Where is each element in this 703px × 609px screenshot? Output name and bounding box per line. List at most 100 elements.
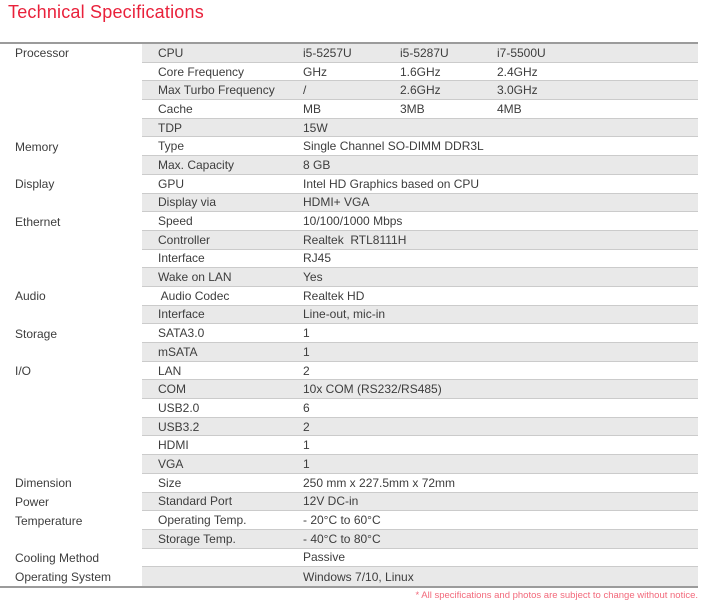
category-cell bbox=[0, 399, 142, 418]
table-row: HDMI 1 bbox=[0, 436, 698, 456]
table-row: Ethernet Speed 10/100/1000 Mbps bbox=[0, 212, 698, 231]
spec-cells: Interface Line-out, mic-in bbox=[142, 305, 698, 325]
spec-table: Processor CPU i5-5257U i5-5287U i7-5500U C… bbox=[0, 42, 698, 588]
table-row: Storage SATA3.0 1 bbox=[0, 324, 698, 343]
category-cell bbox=[0, 230, 142, 250]
spec-cells: Windows 7/10, Linux bbox=[142, 567, 698, 586]
category-cell bbox=[0, 62, 142, 82]
page-title: Technical Specifications bbox=[8, 2, 204, 22]
spec-cells: VGA 1 bbox=[142, 455, 698, 474]
category-cell bbox=[0, 156, 142, 175]
spec-cells: Type Single Channel SO-DIMM DDR3L bbox=[142, 137, 698, 157]
category-cell bbox=[0, 100, 142, 119]
table-row: Processor CPU i5-5257U i5-5287U i7-5500U bbox=[0, 44, 698, 63]
spec-value: - 20°C to 60°C bbox=[303, 513, 381, 528]
spec-label: USB2.0 bbox=[158, 400, 200, 415]
spec-label: Max. Capacity bbox=[158, 157, 235, 172]
spec-label: Max Turbo Frequency bbox=[158, 83, 275, 98]
spec-label: Core Frequency bbox=[158, 64, 245, 79]
table-row: Memory Type Single Channel SO-DIMM DDR3L bbox=[0, 137, 698, 157]
category-cell bbox=[0, 380, 142, 400]
spec-value: 2.6GHz bbox=[400, 83, 441, 98]
spec-value: - 40°C to 80°C bbox=[303, 531, 381, 546]
spec-value: 2 bbox=[303, 419, 310, 434]
spec-value: Line-out, mic-in bbox=[303, 307, 386, 322]
table-row: USB2.0 6 bbox=[0, 399, 698, 418]
spec-label: GPU bbox=[158, 176, 185, 191]
spec-cells: Interface RJ45 bbox=[142, 249, 698, 269]
spec-cells: SATA3.0 1 bbox=[142, 324, 698, 343]
spec-value: Yes bbox=[303, 270, 323, 285]
spec-label: Type bbox=[158, 139, 185, 154]
table-row: USB3.2 2 bbox=[0, 417, 698, 437]
category-cell bbox=[0, 417, 142, 437]
spec-value: MB bbox=[303, 101, 321, 116]
spec-value: GHz bbox=[303, 64, 327, 79]
table-row: Display via HDMI+ VGA bbox=[0, 193, 698, 213]
spec-label: Speed bbox=[158, 214, 193, 229]
spec-cells: Max. Capacity 8 GB bbox=[142, 156, 698, 175]
spec-value: i7-5500U bbox=[497, 45, 546, 60]
spec-value: 2 bbox=[303, 363, 310, 378]
spec-label: Operating Temp. bbox=[158, 513, 247, 528]
spec-cells: TDP 15W bbox=[142, 118, 698, 138]
spec-cells: Passive bbox=[142, 548, 698, 568]
spec-value: 3.0GHz bbox=[497, 83, 538, 98]
spec-cells: Max Turbo Frequency / 2.6GHz 3.0GHz bbox=[142, 81, 698, 101]
category-cell bbox=[0, 268, 142, 287]
spec-value: 1 bbox=[303, 438, 310, 453]
spec-label: USB3.2 bbox=[158, 419, 200, 434]
category-cell: Memory bbox=[0, 137, 142, 157]
table-row: Controller Realtek RTL8111H bbox=[0, 230, 698, 250]
table-row: Power Standard Port 12V DC-in bbox=[0, 492, 698, 512]
spec-cells: Wake on LAN Yes bbox=[142, 268, 698, 287]
table-row: Interface RJ45 bbox=[0, 249, 698, 269]
spec-value: 4MB bbox=[497, 101, 522, 116]
category-cell bbox=[0, 343, 142, 362]
category-cell: Ethernet bbox=[0, 212, 142, 231]
spec-value: i5-5287U bbox=[400, 45, 449, 60]
spec-cells: GPU Intel HD Graphics based on CPU bbox=[142, 174, 698, 194]
spec-label: Controller bbox=[158, 232, 211, 247]
spec-label: LAN bbox=[158, 363, 182, 378]
spec-cells: Storage Temp. - 40°C to 80°C bbox=[142, 529, 698, 549]
table-row: TDP 15W bbox=[0, 118, 698, 138]
spec-label: CPU bbox=[158, 45, 184, 60]
spec-cells: Display via HDMI+ VGA bbox=[142, 193, 698, 213]
spec-label: Standard Port bbox=[158, 494, 233, 509]
spec-value: Realtek HD bbox=[303, 288, 365, 303]
spec-label: VGA bbox=[158, 456, 184, 471]
spec-label: HDMI bbox=[158, 438, 189, 453]
category-cell bbox=[0, 193, 142, 213]
spec-label: Audio Codec bbox=[158, 288, 230, 303]
spec-label: TDP bbox=[158, 120, 182, 135]
category-cell: Display bbox=[0, 174, 142, 194]
category-cell: I/O bbox=[0, 361, 142, 381]
category-cell: Dimension bbox=[0, 473, 142, 493]
category-cell: Operating System bbox=[0, 567, 142, 586]
spec-value: 2.4GHz bbox=[497, 64, 538, 79]
spec-cells: Audio Codec Realtek HD bbox=[142, 286, 698, 306]
spec-cells: LAN 2 bbox=[142, 361, 698, 381]
spec-cells: Standard Port 12V DC-in bbox=[142, 492, 698, 512]
table-row: Cache MB 3MB 4MB bbox=[0, 100, 698, 119]
spec-value: Intel HD Graphics based on CPU bbox=[303, 176, 480, 191]
category-cell: Storage bbox=[0, 324, 142, 343]
spec-label: COM bbox=[158, 382, 186, 397]
spec-value: 1.6GHz bbox=[400, 64, 441, 79]
category-cell: Processor bbox=[0, 44, 142, 63]
spec-value: 12V DC-in bbox=[303, 494, 359, 509]
spec-value: 250 mm x 227.5mm x 72mm bbox=[303, 475, 456, 490]
spec-value: 10/100/1000 Mbps bbox=[303, 214, 403, 229]
spec-cells: COM 10x COM (RS232/RS485) bbox=[142, 380, 698, 400]
spec-value: HDMI+ VGA bbox=[303, 195, 370, 210]
category-cell bbox=[0, 436, 142, 456]
spec-label: Display via bbox=[158, 195, 217, 210]
category-cell: Temperature bbox=[0, 511, 142, 530]
spec-cells: Cache MB 3MB 4MB bbox=[142, 100, 698, 119]
spec-cells: Size 250 mm x 227.5mm x 72mm bbox=[142, 473, 698, 493]
spec-label: Storage Temp. bbox=[158, 531, 236, 546]
table-row: Wake on LAN Yes bbox=[0, 268, 698, 287]
table-row: Interface Line-out, mic-in bbox=[0, 305, 698, 325]
category-cell bbox=[0, 305, 142, 325]
